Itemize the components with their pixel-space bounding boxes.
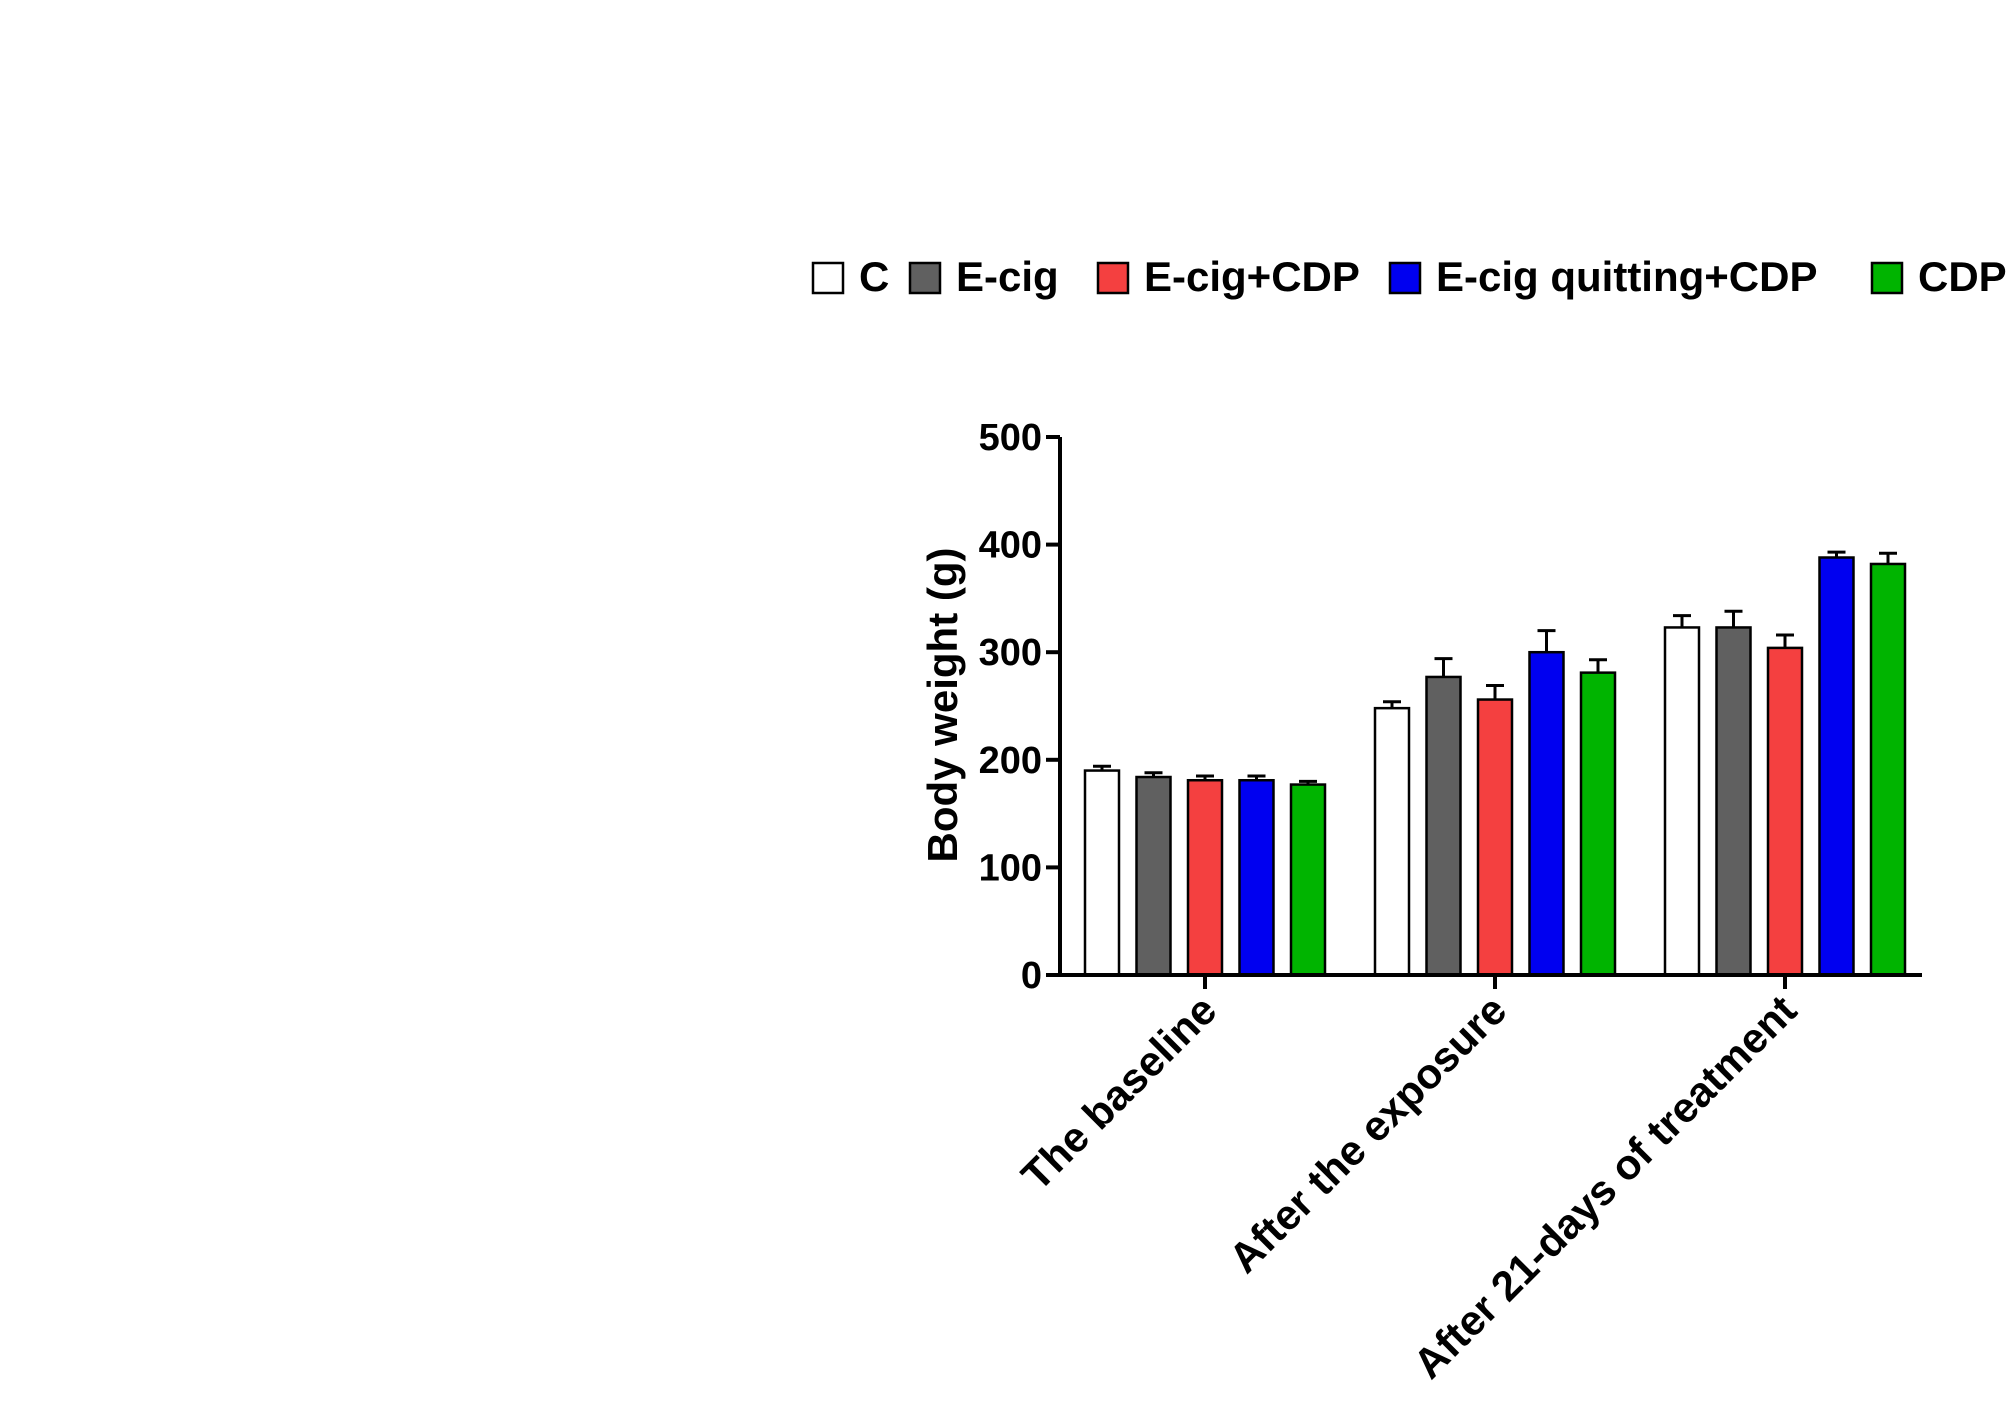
y-tick-label: 0	[1021, 955, 1042, 997]
bar-cdp	[1579, 671, 1617, 977]
bar-e-cig-cdp	[1476, 698, 1514, 977]
legend-label: CDP	[1918, 253, 2007, 300]
y-tick-label: 100	[979, 847, 1042, 889]
legend-swatch	[1388, 261, 1422, 295]
y-tick-label: 400	[979, 525, 1042, 567]
legend-swatch	[1096, 261, 1130, 295]
bar-e-cig	[1425, 675, 1462, 977]
legend-label: E-cig+CDP	[1144, 253, 1360, 300]
bar-cdp	[1869, 562, 1907, 977]
legend-label: E-cig	[956, 253, 1059, 300]
legend: C E-cig E-cig+CDP E-cig quitting+CDP CDP	[811, 253, 2007, 300]
bar-c	[1663, 626, 1701, 977]
y-axis-ticks: 0 100 200 300 400 500	[979, 417, 1060, 997]
bar-e-cig-quitting-cdp	[1818, 556, 1855, 977]
legend-swatch	[908, 261, 942, 295]
y-axis-title: Body weight (g)	[919, 548, 966, 863]
legend-swatch	[811, 261, 845, 295]
bar-c	[1083, 769, 1121, 977]
bar-e-cig-cdp	[1766, 646, 1804, 977]
bar-c	[1373, 706, 1411, 977]
legend-label: C	[859, 253, 889, 300]
bar-e-cig	[1715, 626, 1752, 977]
y-tick-label: 500	[979, 417, 1042, 459]
axes	[1058, 437, 1922, 977]
bars	[1083, 550, 1907, 977]
y-tick-label: 200	[979, 740, 1042, 782]
bar-e-cig-cdp	[1186, 778, 1224, 977]
x-category-label: The baseline	[1012, 986, 1225, 1199]
bar-e-cig	[1135, 775, 1172, 977]
x-category-label: After the exposure	[1220, 986, 1516, 1282]
bar-e-cig-quitting-cdp	[1238, 778, 1275, 977]
legend-swatch	[1870, 261, 1904, 295]
legend-label: E-cig quitting+CDP	[1436, 253, 1818, 300]
bar-cdp	[1289, 783, 1327, 977]
y-tick-label: 300	[979, 632, 1042, 674]
bar-e-cig-quitting-cdp	[1528, 650, 1565, 977]
